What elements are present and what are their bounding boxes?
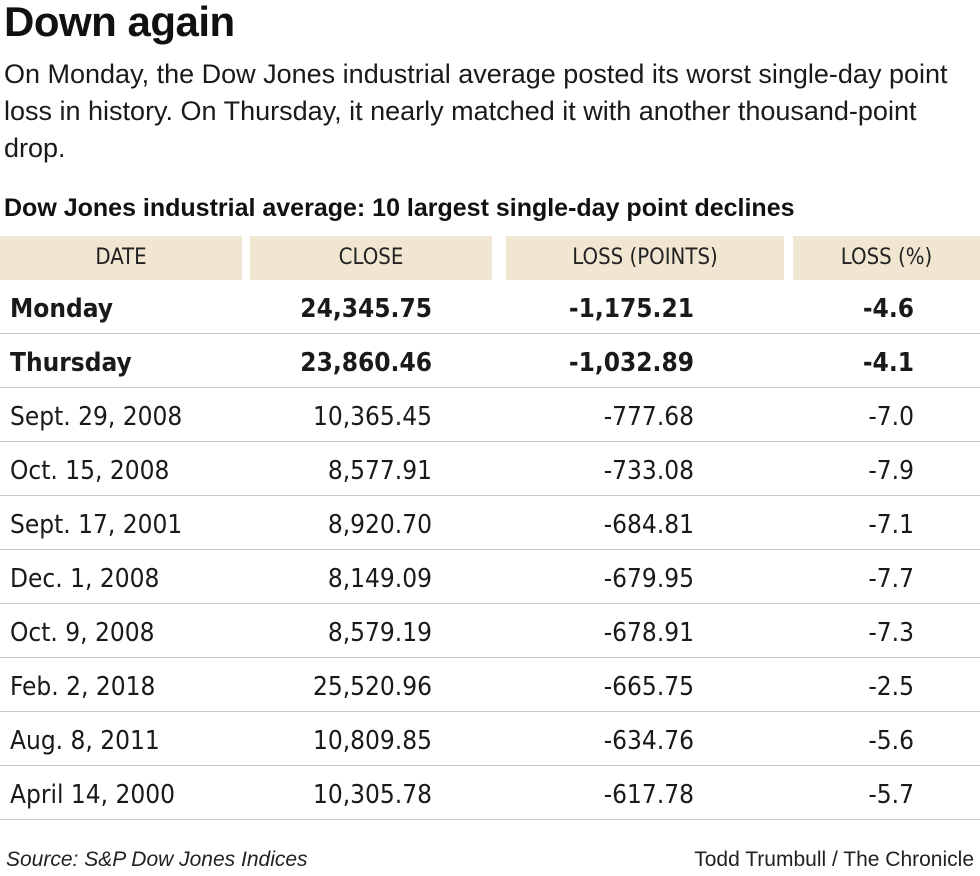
table-row: Sept. 17, 2001 8,920.70 -684.81 -7.1 <box>0 496 980 550</box>
date-cell: Oct. 9, 2008 <box>10 618 155 648</box>
close-cell: 25,520.96 <box>312 672 432 702</box>
column-header-close: CLOSE <box>250 236 492 280</box>
close-cell: 10,809.85 <box>312 726 432 756</box>
close-cell: 8,577.91 <box>327 456 432 486</box>
loss-pct-cell: -5.7 <box>868 780 914 810</box>
loss-points-cell: -733.08 <box>603 456 694 486</box>
close-cell: 10,365.45 <box>312 402 432 432</box>
table-row: Feb. 2, 2018 25,520.96 -665.75 -2.5 <box>0 658 980 712</box>
loss-pct-cell: -7.1 <box>868 510 914 540</box>
loss-pct-cell: -5.6 <box>868 726 914 756</box>
table-row: Thursday 23,860.46 -1,032.89 -4.1 <box>0 334 980 388</box>
loss-pct-cell: -4.6 <box>862 294 914 324</box>
loss-points-cell: -777.68 <box>603 402 694 432</box>
headline: Down again <box>4 0 235 45</box>
dek: On Monday, the Dow Jones industrial aver… <box>4 59 948 163</box>
table-row: Monday 24,345.75 -1,175.21 -4.6 <box>0 280 980 334</box>
loss-points-cell: -678.91 <box>603 618 694 648</box>
close-cell: 8,920.70 <box>327 510 432 540</box>
source-note: Source: S&P Dow Jones Indices <box>6 848 308 871</box>
table-row: Oct. 9, 2008 8,579.19 -678.91 -7.3 <box>0 604 980 658</box>
loss-points-cell: -665.75 <box>603 672 694 702</box>
date-cell: Dec. 1, 2008 <box>10 564 160 594</box>
loss-points-cell: -617.78 <box>603 780 694 810</box>
date-cell: April 14, 2000 <box>10 780 176 810</box>
close-cell: 10,305.78 <box>312 780 432 810</box>
loss-pct-cell: -7.9 <box>868 456 914 486</box>
column-header-loss-pct: LOSS (%) <box>793 236 980 280</box>
loss-points-cell: -679.95 <box>603 564 694 594</box>
date-cell: Oct. 15, 2008 <box>10 456 170 486</box>
loss-points-cell: -634.76 <box>603 726 694 756</box>
table-row: April 14, 2000 10,305.78 -617.78 -5.7 <box>0 766 980 820</box>
table-header: DATE CLOSE LOSS (POINTS) LOSS (%) <box>0 236 980 280</box>
date-cell: Sept. 17, 2001 <box>10 510 183 540</box>
loss-pct-cell: -4.1 <box>862 348 914 378</box>
close-cell: 8,579.19 <box>327 618 432 648</box>
date-cell: Thursday <box>10 348 132 378</box>
close-cell: 23,860.46 <box>300 348 432 378</box>
date-cell: Monday <box>10 294 113 324</box>
loss-points-cell: -1,175.21 <box>568 294 694 324</box>
date-cell: Aug. 8, 2011 <box>10 726 160 756</box>
loss-pct-cell: -7.7 <box>868 564 914 594</box>
table-row: Sept. 29, 2008 10,365.45 -777.68 -7.0 <box>0 388 980 442</box>
table-row: Oct. 15, 2008 8,577.91 -733.08 -7.9 <box>0 442 980 496</box>
close-cell: 24,345.75 <box>300 294 432 324</box>
loss-pct-cell: -7.0 <box>868 402 914 432</box>
date-cell: Feb. 2, 2018 <box>10 672 156 702</box>
table-row: Dec. 1, 2008 8,149.09 -679.95 -7.7 <box>0 550 980 604</box>
credit-line: Todd Trumbull / The Chronicle <box>694 848 974 871</box>
table-row: Aug. 8, 2011 10,809.85 -634.76 -5.6 <box>0 712 980 766</box>
column-header-date: DATE <box>0 236 242 280</box>
loss-points-cell: -684.81 <box>603 510 694 540</box>
loss-points-cell: -1,032.89 <box>568 348 694 378</box>
column-header-loss-points: LOSS (POINTS) <box>506 236 784 280</box>
table-title: Dow Jones industrial average: 10 largest… <box>4 194 795 222</box>
loss-pct-cell: -7.3 <box>868 618 914 648</box>
date-cell: Sept. 29, 2008 <box>10 402 183 432</box>
table-body: Monday 24,345.75 -1,175.21 -4.6 Thursday 23,8… <box>0 280 980 820</box>
loss-pct-cell: -2.5 <box>868 672 914 702</box>
close-cell: 8,149.09 <box>327 564 432 594</box>
